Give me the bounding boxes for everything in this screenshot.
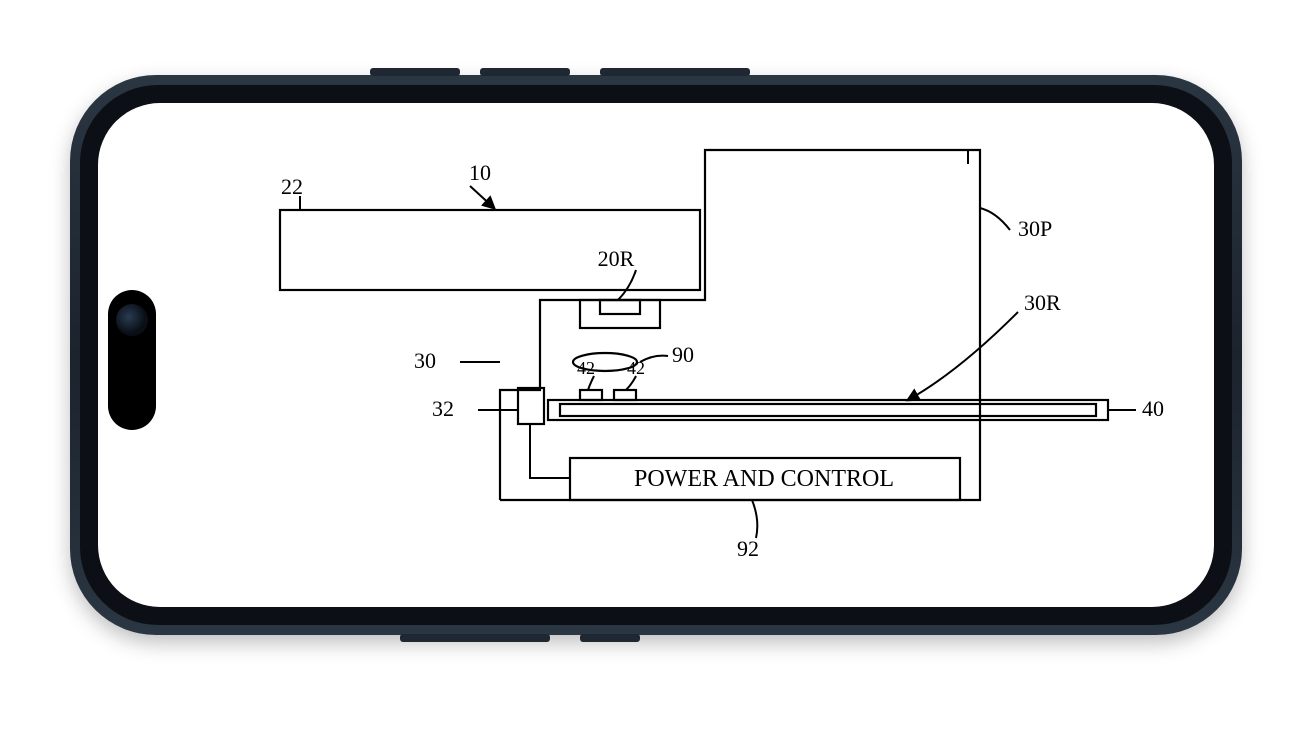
label-92: 92 [737,536,759,561]
label-42b: 42 [627,358,645,378]
label-30r: 30R [1024,290,1061,315]
label-90: 90 [672,342,694,367]
canvas: 10 22 20R 30P 30R 30 32 40 42 42 90 92 P… [0,0,1312,731]
lead-42a [588,376,594,390]
shape-block-32 [518,388,544,424]
label-10: 10 [469,160,491,185]
label-40: 40 [1142,396,1164,421]
label-42a: 42 [577,358,595,378]
label-32: 32 [432,396,454,421]
lead-30r-arrow [908,312,1018,400]
lead-20r [618,270,636,300]
lead-10-arrow [470,186,494,208]
shape-chip-42a [580,390,602,400]
shape-sensor-20r-inner [600,300,640,314]
lead-42b [626,376,636,390]
shape-chip-42b [614,390,636,400]
lead-92 [752,500,757,538]
label-30p: 30P [1018,216,1052,241]
label-20r: 20R [598,246,635,271]
shape-slide-40-inner [560,404,1096,416]
label-power-and-control: POWER AND CONTROL [634,466,894,492]
diagram-shapes [280,150,1108,500]
shape-bar-10 [280,210,700,290]
lead-30p [980,208,1010,230]
wire-32-to-92 [530,424,570,478]
shape-outer-30 [500,150,980,500]
patent-diagram: 10 22 20R 30P 30R 30 32 40 42 42 90 92 P… [0,0,1312,731]
label-30: 30 [414,348,436,373]
label-22: 22 [281,174,303,199]
